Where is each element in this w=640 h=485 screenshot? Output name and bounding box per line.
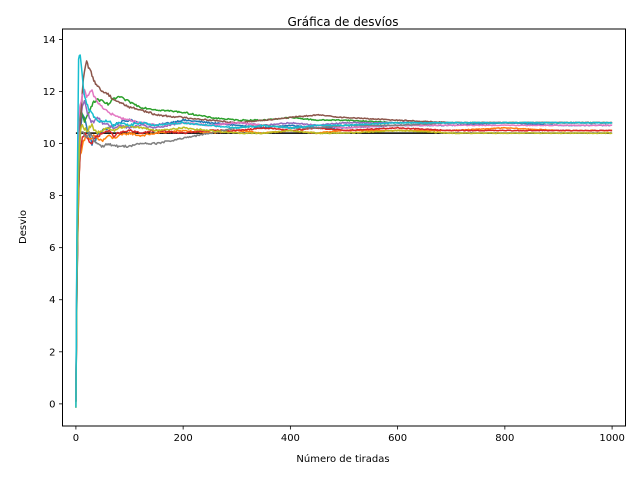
- y-tick-label: 12: [43, 87, 56, 98]
- y-tick-label: 4: [49, 295, 55, 306]
- series-line-4: [75, 126, 613, 402]
- y-tick-label: 6: [49, 243, 55, 254]
- x-tick-label: 1000: [599, 433, 624, 444]
- x-tick-label: 800: [495, 433, 514, 444]
- y-axis: 0 2 4 6 8 10 12 14: [43, 35, 63, 410]
- y-tick-label: 8: [49, 191, 55, 202]
- chart-title: Gráfica de desvíos: [287, 15, 398, 29]
- series-line-10: [75, 54, 613, 408]
- series-line-7: [75, 88, 613, 401]
- x-axis-label: Número de tiradas: [296, 453, 389, 465]
- y-tick-label: 10: [43, 139, 56, 150]
- axes-frame: [62, 28, 626, 427]
- series-line-9: [75, 123, 613, 408]
- x-axis: 0 200 400 600 800 1000: [73, 426, 625, 444]
- x-tick-label: 600: [388, 433, 407, 444]
- y-tick-label: 14: [43, 35, 56, 46]
- y-tick-label: 0: [49, 399, 55, 410]
- y-axis-label: Desvio: [18, 210, 29, 244]
- x-tick-label: 0: [73, 433, 79, 444]
- x-tick-label: 200: [174, 433, 193, 444]
- y-tick-label: 2: [49, 347, 55, 358]
- x-tick-label: 400: [281, 433, 300, 444]
- plot-area: [75, 54, 613, 408]
